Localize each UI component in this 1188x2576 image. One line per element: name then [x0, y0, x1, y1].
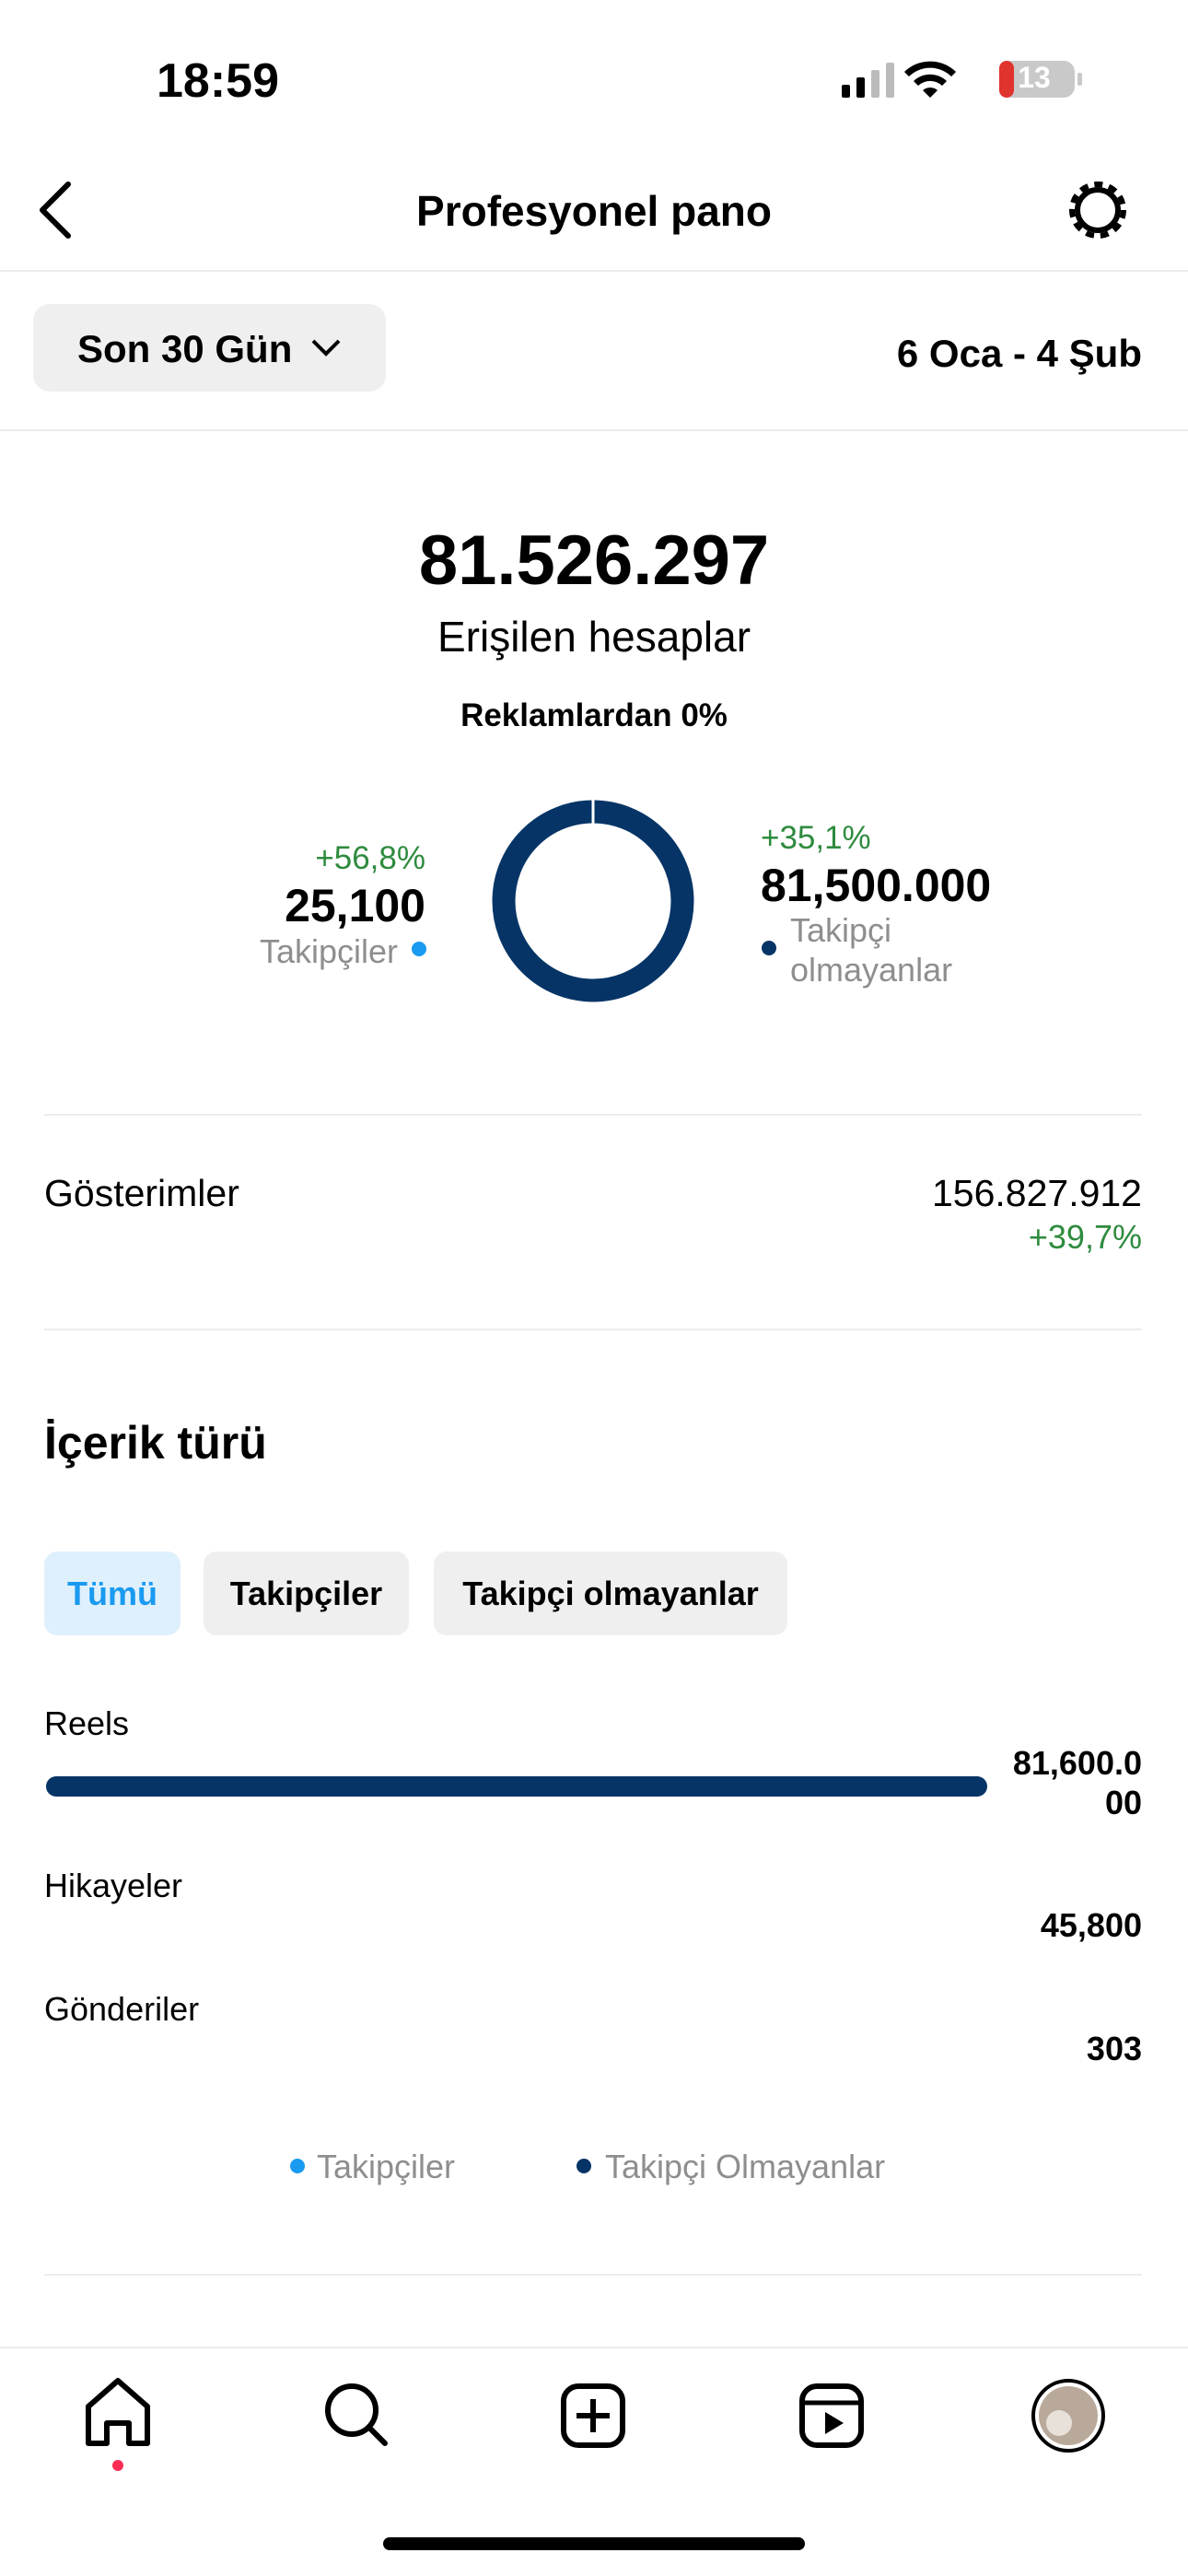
divider — [44, 2274, 1142, 2276]
divider — [44, 1329, 1142, 1330]
non-followers-label: Takipçi olmayanlar — [790, 911, 953, 989]
period-dropdown[interactable]: Son 30 Gün — [33, 304, 386, 392]
nav-border — [0, 2347, 1188, 2348]
row-value: 81,600.000 — [1012, 1744, 1142, 1821]
impressions-change: +39,7% — [1028, 1218, 1142, 1256]
battery-level: 13 — [1018, 61, 1051, 94]
profile-avatar[interactable] — [1031, 2379, 1105, 2453]
page-title: Profesyonel pano — [416, 187, 772, 235]
reach-total: 81.526.297 — [418, 521, 770, 600]
followers-value: 25,100 — [285, 880, 425, 931]
status-icons: 13 — [842, 61, 1082, 98]
non-followers-dot — [762, 941, 776, 955]
non-followers-change: +35,1% — [761, 820, 871, 856]
section-title: İçerik türü — [44, 1417, 267, 1469]
status-time: 18:59 — [157, 54, 279, 108]
impressions-value: 156.827.912 — [931, 1172, 1142, 1214]
tab-bar — [86, 2378, 1105, 2550]
tab[interactable]: Takipçi olmayanlar — [434, 1551, 787, 1635]
period-label: Son 30 Gün — [77, 327, 293, 370]
divider — [0, 429, 1188, 431]
divider — [44, 1114, 1142, 1116]
reels-bar — [46, 1776, 987, 1797]
row-label: Gönderiler — [44, 1990, 200, 2028]
home-icon[interactable] — [86, 2378, 150, 2446]
followers-label: Takipçiler — [259, 932, 398, 970]
legend-dot — [577, 2159, 591, 2173]
home-indicator — [383, 2537, 805, 2550]
reels-icon[interactable] — [799, 2383, 864, 2448]
row-label: Reels — [44, 1704, 130, 1742]
notification-dot — [112, 2460, 123, 2471]
search-icon[interactable] — [325, 2383, 388, 2446]
row-label: Hikayeler — [44, 1867, 183, 1904]
date-range: 6 Oca - 4 Şub — [896, 332, 1142, 375]
back-button[interactable] — [33, 181, 79, 240]
settings-button[interactable] — [1066, 179, 1129, 241]
legend-dot — [290, 2159, 305, 2173]
legend-label: Takipçi Olmayanlar — [605, 2148, 886, 2185]
followers-dot — [412, 942, 426, 956]
ads-share: Reklamlardan 0% — [460, 697, 728, 733]
reach-label: Erişilen hesaplar — [437, 613, 751, 661]
chevron-down — [311, 339, 341, 357]
divider — [0, 270, 1188, 272]
tab[interactable]: Takipçiler — [204, 1551, 409, 1635]
tab[interactable]: Tümü — [44, 1551, 181, 1635]
row-value: 45,800 — [1040, 1906, 1142, 1944]
non-followers-value: 81,500.000 — [761, 860, 992, 911]
create-icon[interactable] — [561, 2383, 625, 2448]
row-value: 303 — [1086, 2030, 1142, 2067]
legend-label: Takipçiler — [317, 2148, 456, 2185]
impressions-label: Gösterimler — [44, 1172, 239, 1214]
followers-change: +56,8% — [315, 840, 425, 876]
reach-donut — [492, 799, 694, 1002]
